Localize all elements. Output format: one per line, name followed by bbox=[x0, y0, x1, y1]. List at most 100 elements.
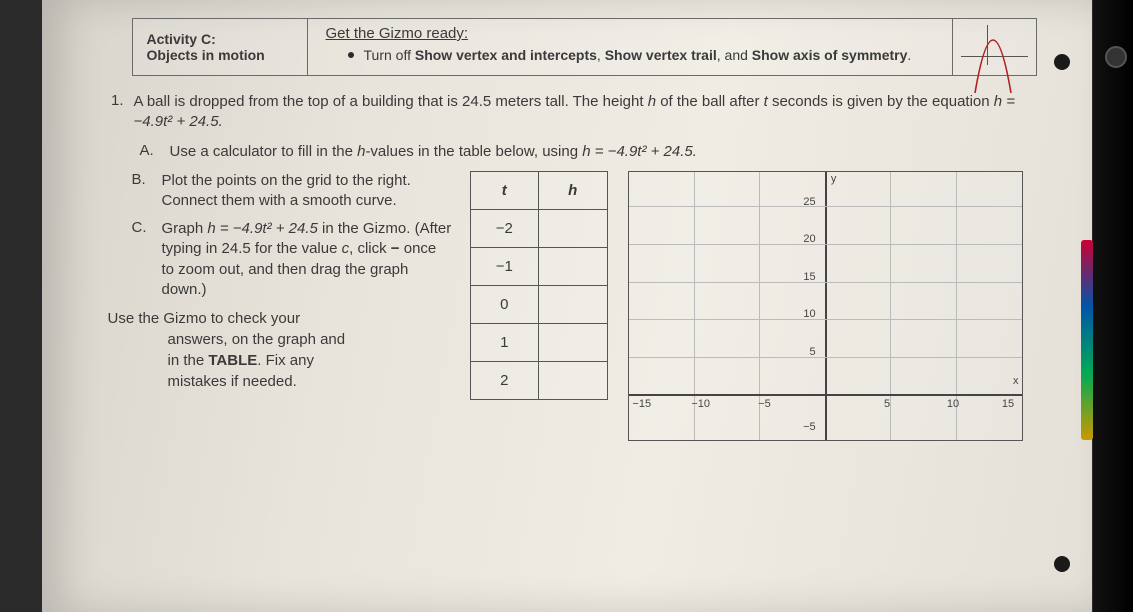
left-column: B. Plot the points on the grid to the ri… bbox=[132, 171, 452, 393]
cell-h-blank[interactable] bbox=[539, 247, 608, 285]
cell-h-blank[interactable] bbox=[539, 285, 608, 323]
bullet-text: Turn off Show vertex and intercepts, Sho… bbox=[364, 46, 912, 65]
y-tick: 10 bbox=[790, 308, 816, 320]
table-row: −2 bbox=[470, 209, 607, 247]
pc-text: , click bbox=[349, 240, 391, 257]
q-text: A ball is dropped from the top of a buil… bbox=[134, 93, 648, 110]
color-strip-decor bbox=[1081, 240, 1093, 440]
table-column: t h −2 −1 0 1 2 bbox=[470, 171, 610, 400]
ft: . Fix any bbox=[257, 352, 314, 369]
cell-h-blank[interactable] bbox=[539, 361, 608, 399]
q-text: seconds is given by the equation bbox=[768, 93, 994, 110]
bullet-end: . bbox=[907, 47, 911, 63]
y-tick: −5 bbox=[790, 421, 816, 433]
cell-t: −1 bbox=[470, 247, 539, 285]
y-tick: 5 bbox=[790, 346, 816, 358]
activity-header-box: Activity C: Objects in motion Get the Gi… bbox=[132, 18, 1037, 76]
q-text: of the ball after bbox=[656, 93, 764, 110]
graph-column: y x 25 20 15 10 5 −5 −15 −10 −5 5 10 15 bbox=[628, 171, 1037, 441]
bullet-sep: , bbox=[597, 47, 605, 63]
part-b: B. Plot the points on the grid to the ri… bbox=[132, 171, 452, 212]
ft: in the bbox=[168, 352, 209, 369]
x-axis-label: x bbox=[1013, 375, 1019, 387]
y-tick: 15 bbox=[790, 271, 816, 283]
ready-title: Get the Gizmo ready: bbox=[326, 25, 469, 42]
question-body: A ball is dropped from the top of a buil… bbox=[134, 92, 1037, 133]
x-axis bbox=[629, 394, 1022, 396]
gridline bbox=[629, 319, 1022, 320]
parabola-curve-icon bbox=[963, 27, 1031, 97]
gridline bbox=[890, 172, 891, 440]
x-tick: 15 bbox=[1002, 398, 1014, 410]
bullet-prefix: Turn off bbox=[364, 47, 415, 63]
activity-name: Objects in motion bbox=[147, 47, 293, 63]
x-tick: 5 bbox=[884, 398, 890, 410]
use-gizmo-note: Use the Gizmo to check your answers, on … bbox=[108, 308, 452, 392]
coordinate-grid[interactable]: y x 25 20 15 10 5 −5 −15 −10 −5 5 10 15 bbox=[628, 171, 1023, 441]
cell-h-blank[interactable] bbox=[539, 323, 608, 361]
gizmo-ready-cell: Get the Gizmo ready: Turn off Show verte… bbox=[308, 19, 952, 75]
x-tick: 10 bbox=[947, 398, 959, 410]
cell-t: −2 bbox=[470, 209, 539, 247]
question-number: 1. bbox=[102, 92, 124, 133]
table-header-row: t h bbox=[470, 171, 607, 209]
mini-parabola-chart bbox=[957, 23, 1032, 71]
worksheet-page: Activity C: Objects in motion Get the Gi… bbox=[42, 0, 1092, 612]
ft-bold: TABLE bbox=[208, 352, 257, 369]
gridline bbox=[629, 244, 1022, 245]
cell-t: 2 bbox=[470, 361, 539, 399]
col-t: t bbox=[470, 171, 539, 209]
y-axis bbox=[825, 172, 827, 440]
y-axis-label: y bbox=[831, 173, 837, 185]
bullet-bold: Show vertex trail bbox=[605, 47, 717, 63]
var-c: c bbox=[342, 240, 350, 257]
equation: h = −4.9t² + 24.5. bbox=[582, 143, 697, 160]
col-h: h bbox=[539, 171, 608, 209]
y-tick: 25 bbox=[790, 196, 816, 208]
equation: h = −4.9t² + 24.5 bbox=[207, 220, 318, 237]
table-row: 1 bbox=[470, 323, 607, 361]
pc-text: Graph bbox=[162, 220, 208, 237]
part-letter: B. bbox=[132, 171, 152, 212]
bullet-sep: , and bbox=[717, 47, 752, 63]
tablet-button-icon bbox=[1105, 46, 1127, 68]
footer-line: Use the Gizmo to check your bbox=[108, 310, 301, 327]
gridline bbox=[629, 206, 1022, 207]
activity-label: Activity C: bbox=[147, 31, 293, 47]
pa-text: Use a calculator to fill in the bbox=[170, 143, 358, 160]
pa-text: -values in the table below, using bbox=[365, 143, 582, 160]
part-a: A. Use a calculator to fill in the h-val… bbox=[140, 142, 1037, 162]
part-text: Plot the points on the grid to the right… bbox=[162, 171, 452, 212]
footer-line: in the TABLE. Fix any bbox=[108, 352, 314, 369]
part-c: C. Graph h = −4.9t² + 24.5 in the Gizmo.… bbox=[132, 219, 452, 300]
th-table: t h −2 −1 0 1 2 bbox=[470, 171, 608, 400]
x-tick: −5 bbox=[758, 398, 771, 410]
cell-t: 0 bbox=[470, 285, 539, 323]
x-tick: −10 bbox=[691, 398, 710, 410]
y-tick: 20 bbox=[790, 233, 816, 245]
bullet-bold: Show axis of symmetry bbox=[752, 47, 908, 63]
main-layout: B. Plot the points on the grid to the ri… bbox=[132, 171, 1037, 441]
var-h: h bbox=[648, 93, 656, 110]
mini-graph-cell bbox=[952, 19, 1036, 75]
part-text: Graph h = −4.9t² + 24.5 in the Gizmo. (A… bbox=[162, 219, 452, 300]
minus-button-ref: − bbox=[391, 240, 400, 257]
question-1: 1. A ball is dropped from the top of a b… bbox=[102, 92, 1037, 133]
part-letter: A. bbox=[140, 142, 160, 162]
footer-line: mistakes if needed. bbox=[108, 373, 297, 390]
part-letter: C. bbox=[132, 219, 152, 300]
table-row: 0 bbox=[470, 285, 607, 323]
activity-title-cell: Activity C: Objects in motion bbox=[133, 19, 308, 75]
punch-hole bbox=[1054, 54, 1070, 70]
punch-hole bbox=[1054, 556, 1070, 572]
bullet-icon bbox=[348, 52, 354, 58]
gridline bbox=[629, 357, 1022, 358]
gridline bbox=[629, 282, 1022, 283]
ready-bullet: Turn off Show vertex and intercepts, Sho… bbox=[326, 46, 934, 65]
footer-line: answers, on the graph and bbox=[108, 331, 346, 348]
part-text: Use a calculator to fill in the h-values… bbox=[170, 142, 1037, 162]
cell-t: 1 bbox=[470, 323, 539, 361]
x-tick: −15 bbox=[632, 398, 651, 410]
cell-h-blank[interactable] bbox=[539, 209, 608, 247]
table-row: −1 bbox=[470, 247, 607, 285]
